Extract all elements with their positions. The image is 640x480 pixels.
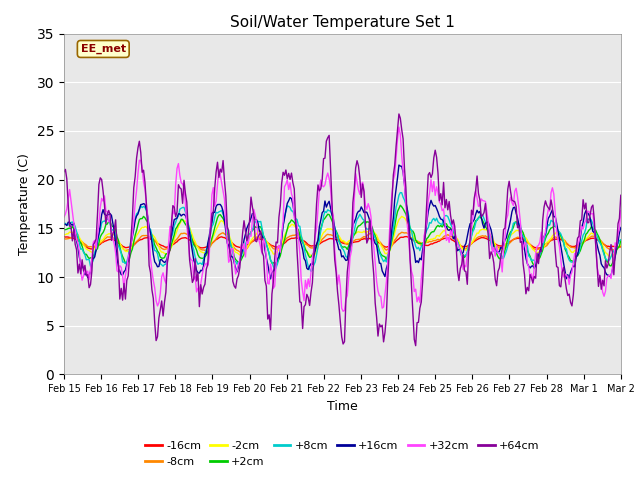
Line: +16cm: +16cm xyxy=(64,165,621,279)
+32cm xyxy=(339,309,347,314)
+8cm xyxy=(281,214,289,220)
+16cm xyxy=(267,276,275,282)
+64cm xyxy=(413,320,421,325)
+2cm xyxy=(607,263,615,269)
-16cm xyxy=(60,234,68,240)
-2cm xyxy=(412,239,419,244)
-2cm xyxy=(463,247,471,252)
+16cm xyxy=(282,207,290,213)
+2cm xyxy=(463,250,471,256)
-8cm xyxy=(282,236,290,242)
+8cm xyxy=(127,237,135,243)
+32cm xyxy=(413,299,421,305)
+2cm xyxy=(281,237,289,243)
-2cm xyxy=(241,248,249,254)
-8cm xyxy=(617,244,625,250)
Line: -2cm: -2cm xyxy=(64,216,621,257)
-2cm xyxy=(60,232,68,238)
-2cm xyxy=(398,214,406,219)
+2cm xyxy=(412,237,419,243)
+2cm xyxy=(127,250,135,255)
+64cm xyxy=(412,343,419,348)
+16cm xyxy=(395,162,403,168)
+2cm xyxy=(396,203,404,208)
-2cm xyxy=(127,246,135,252)
Legend: -16cm, -8cm, -2cm, +2cm, +8cm, +16cm, +32cm, +64cm: -16cm, -8cm, -2cm, +2cm, +8cm, +16cm, +3… xyxy=(141,437,544,471)
Line: +2cm: +2cm xyxy=(64,205,621,266)
-16cm xyxy=(617,244,625,250)
Text: EE_met: EE_met xyxy=(81,44,126,54)
+32cm xyxy=(127,242,135,248)
+8cm xyxy=(307,268,315,274)
Line: +8cm: +8cm xyxy=(64,192,621,271)
+32cm xyxy=(468,226,476,231)
Line: +64cm: +64cm xyxy=(64,114,621,346)
-8cm xyxy=(243,246,251,252)
+16cm xyxy=(468,220,476,226)
+8cm xyxy=(396,190,404,195)
+64cm xyxy=(281,172,289,178)
+32cm xyxy=(465,247,472,253)
-8cm xyxy=(465,244,472,250)
+32cm xyxy=(241,254,249,260)
+64cm xyxy=(395,111,403,117)
-8cm xyxy=(127,246,135,252)
-8cm xyxy=(236,249,244,255)
+8cm xyxy=(617,237,625,243)
+16cm xyxy=(617,225,625,230)
-2cm xyxy=(281,233,289,239)
-8cm xyxy=(413,238,421,243)
+8cm xyxy=(60,221,68,227)
+64cm xyxy=(465,247,472,252)
+2cm xyxy=(467,240,474,246)
+64cm xyxy=(617,192,625,198)
Title: Soil/Water Temperature Set 1: Soil/Water Temperature Set 1 xyxy=(230,15,455,30)
+2cm xyxy=(241,245,249,251)
-8cm xyxy=(468,241,476,247)
Line: -8cm: -8cm xyxy=(64,232,621,252)
+16cm xyxy=(465,227,472,232)
-2cm xyxy=(617,242,625,248)
-16cm xyxy=(88,246,96,252)
+8cm xyxy=(413,246,421,252)
+64cm xyxy=(127,235,135,241)
+64cm xyxy=(468,207,476,213)
Y-axis label: Temperature (C): Temperature (C) xyxy=(18,153,31,255)
+32cm xyxy=(60,214,68,220)
-16cm xyxy=(413,240,421,245)
+32cm xyxy=(617,208,625,214)
+2cm xyxy=(617,238,625,243)
+64cm xyxy=(241,228,249,234)
-16cm xyxy=(402,234,410,240)
-16cm xyxy=(468,240,476,246)
-8cm xyxy=(60,236,68,241)
+8cm xyxy=(465,243,472,249)
+16cm xyxy=(127,241,135,247)
+32cm xyxy=(395,124,403,130)
+32cm xyxy=(281,184,289,190)
-16cm xyxy=(282,239,290,245)
+2cm xyxy=(60,227,68,232)
Line: -16cm: -16cm xyxy=(64,237,621,249)
-16cm xyxy=(465,243,472,249)
+64cm xyxy=(60,169,68,175)
-2cm xyxy=(467,242,474,248)
-16cm xyxy=(243,242,251,248)
-16cm xyxy=(129,243,136,249)
+16cm xyxy=(60,222,68,228)
+16cm xyxy=(413,258,421,264)
+8cm xyxy=(468,233,476,239)
-2cm xyxy=(606,254,614,260)
+8cm xyxy=(241,241,249,247)
+16cm xyxy=(241,231,249,237)
Line: +32cm: +32cm xyxy=(64,127,621,312)
X-axis label: Time: Time xyxy=(327,400,358,413)
-8cm xyxy=(398,229,406,235)
